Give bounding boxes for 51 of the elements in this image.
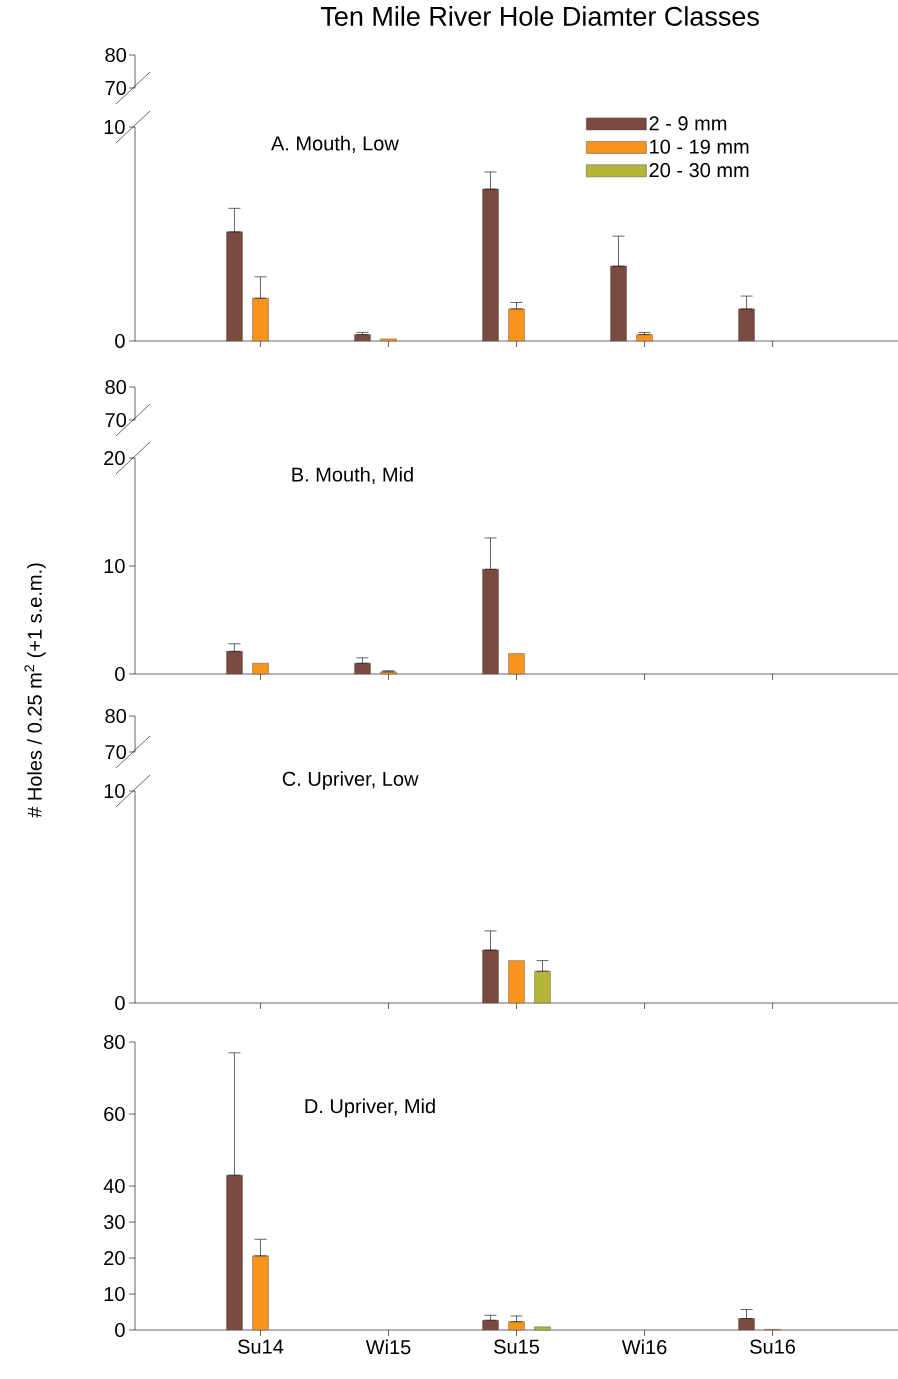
- bar: [252, 663, 269, 675]
- bar: [354, 334, 371, 342]
- x-tick-label: Wi15: [365, 1339, 411, 1355]
- bar: [226, 651, 243, 675]
- text: 70: [105, 80, 126, 96]
- annotation: B. Mouth, Mid: [292, 466, 413, 484]
- text: 70: [105, 744, 126, 760]
- bar: [508, 308, 525, 342]
- bar: [482, 1320, 499, 1331]
- y-tick-label: 20: [104, 450, 125, 466]
- x-tick-label: Su14: [237, 1339, 284, 1354]
- y-tick-label: 10: [104, 558, 125, 574]
- bar: [508, 653, 525, 675]
- y-tick-label: 40: [103, 1178, 125, 1194]
- bar: [610, 265, 627, 342]
- annotation: A. Mouth, Low: [270, 135, 399, 153]
- y-tick-label: 0: [115, 666, 125, 682]
- bar: [482, 569, 499, 675]
- y-tick-label: 10: [104, 1286, 125, 1302]
- bar: [738, 1318, 755, 1331]
- bar: [738, 308, 755, 342]
- legend-label: 20 - 30 mm: [649, 163, 749, 178]
- x-tick-label: Su16: [749, 1339, 795, 1354]
- legend-label: 2 - 9 mm: [649, 116, 726, 131]
- y-tick-label: 10: [104, 783, 125, 799]
- text: C. Upriver, Low: [282, 771, 419, 790]
- bar: [534, 1326, 551, 1331]
- y-tick-label: 30: [103, 1214, 125, 1230]
- x-tick-label: Wi16: [621, 1339, 667, 1355]
- y-tick-label: 20: [104, 1250, 125, 1266]
- bar: [252, 298, 269, 342]
- text: 70: [105, 412, 126, 428]
- y-tick-label: 10: [104, 119, 125, 135]
- text: Ten Mile River Hole Diamter Classes: [320, 6, 759, 26]
- y-tick-label: 80: [103, 1034, 125, 1050]
- x-tick-label: Su15: [493, 1339, 539, 1354]
- legend-label: 10 - 19 mm: [649, 139, 749, 154]
- bar: [226, 1175, 243, 1331]
- y-axis-title: # Holes / 0.25 m$^{2}$ (+1 s.e.m.): [24, 563, 46, 818]
- annotation: D. Upriver, Mid: [305, 1098, 435, 1118]
- bar: [508, 1321, 525, 1331]
- bar: [252, 1255, 269, 1331]
- bar: [354, 663, 371, 675]
- y-tick-label: 0: [115, 995, 125, 1011]
- y-tick-label: 0: [115, 333, 125, 349]
- y-tick-label: 0: [115, 1322, 125, 1338]
- bar: [380, 338, 397, 342]
- bar: [482, 188, 499, 342]
- bar: [226, 231, 243, 342]
- y-tick-label: 60: [104, 1106, 125, 1122]
- bar: [636, 334, 653, 342]
